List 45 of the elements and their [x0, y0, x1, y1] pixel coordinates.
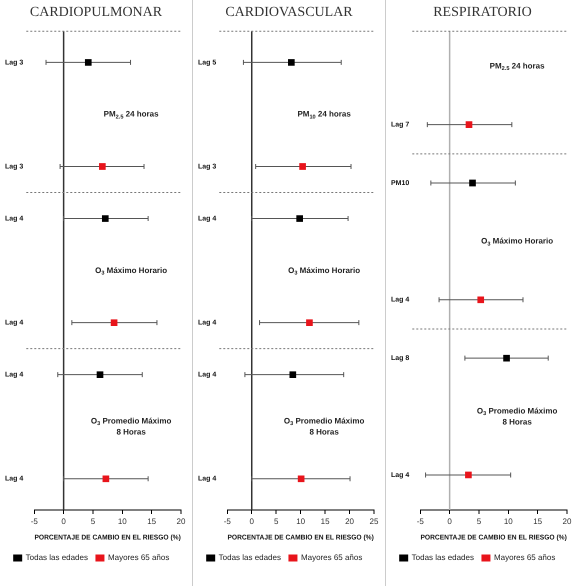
- x-tick-label: 20: [345, 517, 355, 526]
- x-tick-label: 5: [274, 517, 279, 526]
- x-tick-label: 0: [447, 517, 452, 526]
- x-tick-label: 15: [147, 517, 157, 526]
- x-tick-label: 5: [476, 517, 482, 526]
- x-tick-label: -5: [224, 517, 232, 526]
- x-tick-label: 10: [296, 517, 306, 526]
- x-tick-label: -5: [30, 517, 38, 526]
- x-tick-label: 20: [176, 517, 186, 526]
- x-tick-label: 25: [370, 517, 379, 526]
- legend-label: Todas las edades: [412, 553, 474, 562]
- x-tick-label: 5: [90, 517, 96, 526]
- point: [503, 354, 510, 362]
- point: [102, 475, 110, 482]
- point: [466, 121, 472, 128]
- point: [96, 371, 104, 378]
- chart-title: RESPIRATORIO: [432, 4, 533, 22]
- x-tick-label: 20: [562, 517, 572, 526]
- legend-label: Mayores 65 años: [108, 553, 170, 562]
- point: [296, 215, 303, 222]
- point: [465, 472, 472, 478]
- legend-label: Todas las edades: [26, 553, 88, 562]
- x-tick-label: -5: [416, 517, 424, 526]
- x-tick-label: 15: [320, 517, 330, 526]
- legend-label: Mayores 65 años: [494, 553, 556, 562]
- x-tick-label: 15: [533, 517, 543, 526]
- legend-label: Mayores 65 años: [300, 553, 362, 562]
- point: [102, 215, 109, 222]
- point: [477, 296, 484, 304]
- x-tick-label: 10: [504, 517, 514, 526]
- x-tick-label: 0: [61, 517, 66, 526]
- x-tick-label: 0: [250, 517, 255, 526]
- point: [288, 59, 295, 66]
- legend-label: Todas las edades: [218, 553, 281, 562]
- point: [99, 163, 106, 170]
- point: [289, 371, 296, 378]
- chart-title: CARDIOVASCULAR: [224, 4, 354, 22]
- x-tick-label: 10: [118, 517, 128, 526]
- point: [298, 475, 304, 482]
- point: [469, 180, 476, 186]
- point: [110, 319, 118, 326]
- point: [306, 319, 313, 326]
- chart-title: CARDIOPULMONAR: [28, 4, 164, 22]
- point: [299, 163, 306, 170]
- point: [84, 59, 92, 66]
